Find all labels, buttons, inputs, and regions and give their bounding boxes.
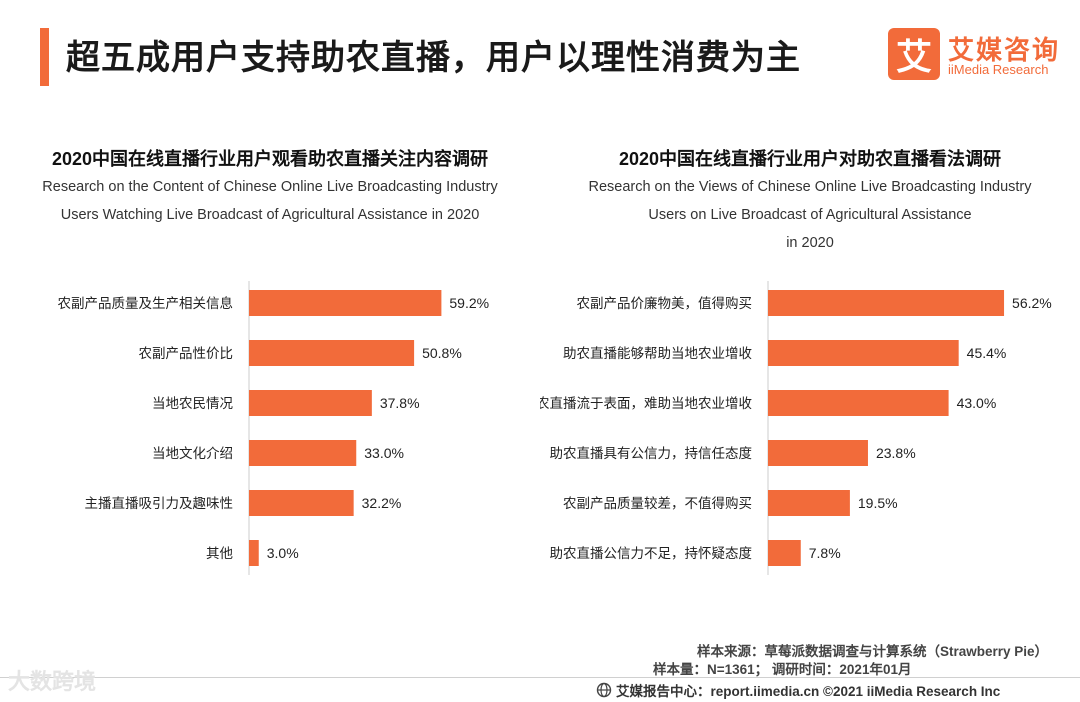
chart-subtitle-line: Research on the Views of Chinese Online … [588, 179, 1032, 195]
bar [768, 540, 801, 566]
category-label: 助农直播流于表面，难助当地农业增收 [540, 396, 752, 411]
value-label: 23.8% [876, 445, 916, 461]
value-label: 37.8% [380, 395, 420, 411]
bar [768, 340, 959, 366]
value-label: 50.8% [422, 345, 462, 361]
footer-credit: 艾媒报告中心：report.iimedia.cn ©2021 iiMedia R… [596, 680, 1000, 700]
value-label: 56.2% [1012, 295, 1052, 311]
category-label: 农副产品质量较差，不值得购买 [563, 495, 752, 511]
globe-icon [596, 682, 612, 698]
bar [249, 390, 372, 416]
category-label: 农副产品性价比 [139, 346, 234, 361]
bar [249, 440, 357, 466]
bar [249, 540, 259, 566]
sample-size: 样本量：N=1361； 调研时间：2021年01月 [653, 662, 912, 677]
bar-chart-svg: 农副产品质量及生产相关信息 59.2% 农副产品性价比 50.8% 当地农民情况 37.8… [58, 281, 489, 575]
brand-mark-icon: 艾 [888, 28, 940, 80]
bar [249, 340, 415, 366]
value-label: 32.2% [362, 495, 402, 511]
chart-subtitle-line: Research on the Content of Chinese Onlin… [42, 179, 498, 195]
value-label: 43.0% [957, 395, 997, 411]
chart-title: 2020中国在线直播行业用户对助农直播看法调研 [618, 149, 1002, 169]
category-label: 助农直播公信力不足，持怀疑态度 [550, 546, 753, 561]
value-label: 33.0% [364, 445, 404, 461]
category-label: 农副产品质量及生产相关信息 [58, 295, 234, 311]
category-label: 当地文化介绍 [152, 446, 233, 461]
category-label: 助农直播能够帮助当地农业增收 [563, 346, 752, 361]
footer-divider [0, 677, 1080, 678]
title-accent-bar [40, 28, 49, 86]
sample-source: 样本来源：草莓派数据调查与计算系统（Strawberry Pie） [696, 644, 1048, 659]
chart-views: 2020中国在线直播行业用户对助农直播看法调研 Research on the … [540, 145, 1080, 575]
chart-title: 2020中国在线直播行业用户观看助农直播关注内容调研 [51, 149, 489, 169]
bar [768, 440, 868, 466]
bar [768, 490, 850, 516]
category-label: 当地农民情况 [152, 396, 233, 411]
chart-content-focus: 2020中国在线直播行业用户观看助农直播关注内容调研 Research on t… [0, 145, 540, 575]
category-label: 主播直播吸引力及趣味性 [85, 496, 234, 511]
category-label: 农副产品价廉物美，值得购买 [577, 295, 753, 311]
footer-credit-text: 艾媒报告中心：report.iimedia.cn ©2021 iiMedia R… [616, 684, 1001, 699]
value-label: 7.8% [809, 545, 841, 561]
bar-chart-svg: 农副产品价廉物美，值得购买 56.2% 助农直播能够帮助当地农业增收 45.4% 助农直… [540, 281, 1052, 575]
category-label: 助农直播具有公信力，持信任态度 [550, 446, 753, 461]
brand-logo: 艾 艾媒咨询 iiMedia Research [888, 28, 1068, 84]
chart-subtitle-line: Users Watching Live Broadcast of Agricul… [60, 207, 480, 223]
chart-subtitle-line: in 2020 [786, 235, 834, 251]
category-label: 其他 [206, 546, 233, 561]
bar [768, 290, 1005, 316]
bar [249, 290, 442, 316]
brand-name-en: iiMedia Research [948, 62, 1049, 77]
bar [249, 490, 354, 516]
value-label: 45.4% [967, 345, 1007, 361]
value-label: 59.2% [449, 295, 489, 311]
page-title: 超五成用户支持助农直播，用户以理性消费为主 [66, 39, 801, 77]
watermark: 大数跨境 [8, 669, 97, 694]
brand-name-cn: 艾媒咨询 [948, 35, 1061, 65]
value-label: 19.5% [858, 495, 898, 511]
value-label: 3.0% [267, 545, 299, 561]
bar [768, 390, 949, 416]
chart-subtitle-line: Users on Live Broadcast of Agricultural … [648, 207, 972, 223]
